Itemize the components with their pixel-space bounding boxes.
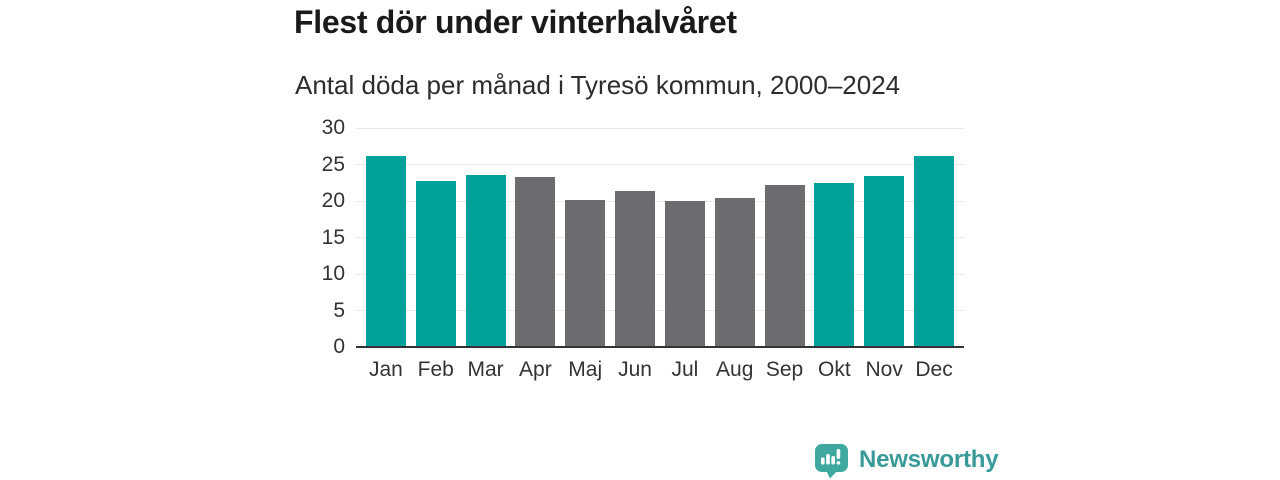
y-tick-label-10: 10: [321, 262, 345, 285]
bar-slot-dec: [909, 128, 959, 347]
x-tick-label-jul: Jul: [671, 358, 699, 381]
bar-okt: [814, 183, 855, 347]
bar-jan: [365, 156, 406, 347]
newsworthy-logo: Newsworthy: [814, 443, 999, 479]
y-tick-label-15: 15: [321, 225, 345, 249]
y-axis: 0 5 10 15 20 25 30: [281, 0, 345, 480]
gridline-30: [356, 127, 964, 129]
x-tick-label-dec: Dec: [915, 358, 953, 381]
bar-slot-apr: [510, 128, 560, 347]
bar-slot-mar: [461, 128, 511, 347]
bar-jul: [664, 201, 705, 347]
gridline-10: [356, 273, 964, 275]
gridline-15: [356, 237, 964, 238]
x-axis-line: [356, 346, 964, 348]
y-tick-label-20: 20: [321, 189, 345, 212]
x-tick-label-sep: Sep: [765, 358, 804, 381]
x-tick-label-nov: Nov: [865, 358, 903, 381]
y-tick-label-30: 30: [321, 116, 345, 139]
bar-slot-aug: [710, 128, 760, 347]
x-tick-label-feb: Feb: [417, 358, 454, 381]
bar-nov: [864, 176, 905, 347]
gridline-25: [356, 164, 964, 165]
gridline-5: [356, 310, 964, 311]
bar-feb: [415, 181, 456, 347]
chart-title: Flest dör under vinterhalvåret: [294, 4, 737, 40]
bar-slot-jun: [610, 128, 660, 347]
x-tick-label-jan: Jan: [368, 358, 403, 381]
bar-slot-jul: [660, 128, 710, 347]
plot-area: [356, 127, 964, 348]
gridline-20: [356, 200, 964, 202]
bar-aug: [714, 198, 755, 347]
bar-sep: [764, 184, 805, 347]
bar-slot-jan: [361, 128, 411, 347]
x-tick-label-maj: Maj: [568, 358, 603, 381]
x-tick-label-mar: Mar: [467, 358, 504, 381]
newsworthy-logo-icon: [815, 444, 848, 479]
bar-apr: [515, 176, 556, 347]
bar-slot-nov: [859, 128, 909, 347]
x-axis-labels: Jan Feb Mar Apr Maj Jun Jul Aug Sep Okt Nov Dec: [361, 357, 959, 382]
chart-subtitle: Antal döda per månad i Tyresö kommun, 20…: [295, 70, 901, 100]
bar-slot-sep: [760, 128, 810, 347]
y-tick-label-25: 25: [321, 152, 345, 176]
bar-series: [361, 128, 959, 347]
bar-mar: [465, 175, 506, 347]
bar-jun: [615, 190, 656, 347]
y-tick-label-5: 5: [333, 298, 345, 322]
bar-dec: [914, 155, 955, 347]
x-tick-label-aug: Aug: [716, 358, 754, 381]
bar-slot-feb: [411, 128, 461, 347]
newsworthy-logo-text: Newsworthy: [859, 446, 999, 473]
bar-slot-maj: [560, 128, 610, 347]
x-tick-label-apr: Apr: [519, 358, 552, 381]
x-tick-label-jun: Jun: [618, 358, 652, 381]
x-tick-label-okt: Okt: [818, 358, 851, 381]
bar-slot-okt: [809, 128, 859, 347]
bar-maj: [565, 199, 606, 347]
y-tick-label-0: 0: [333, 335, 345, 358]
